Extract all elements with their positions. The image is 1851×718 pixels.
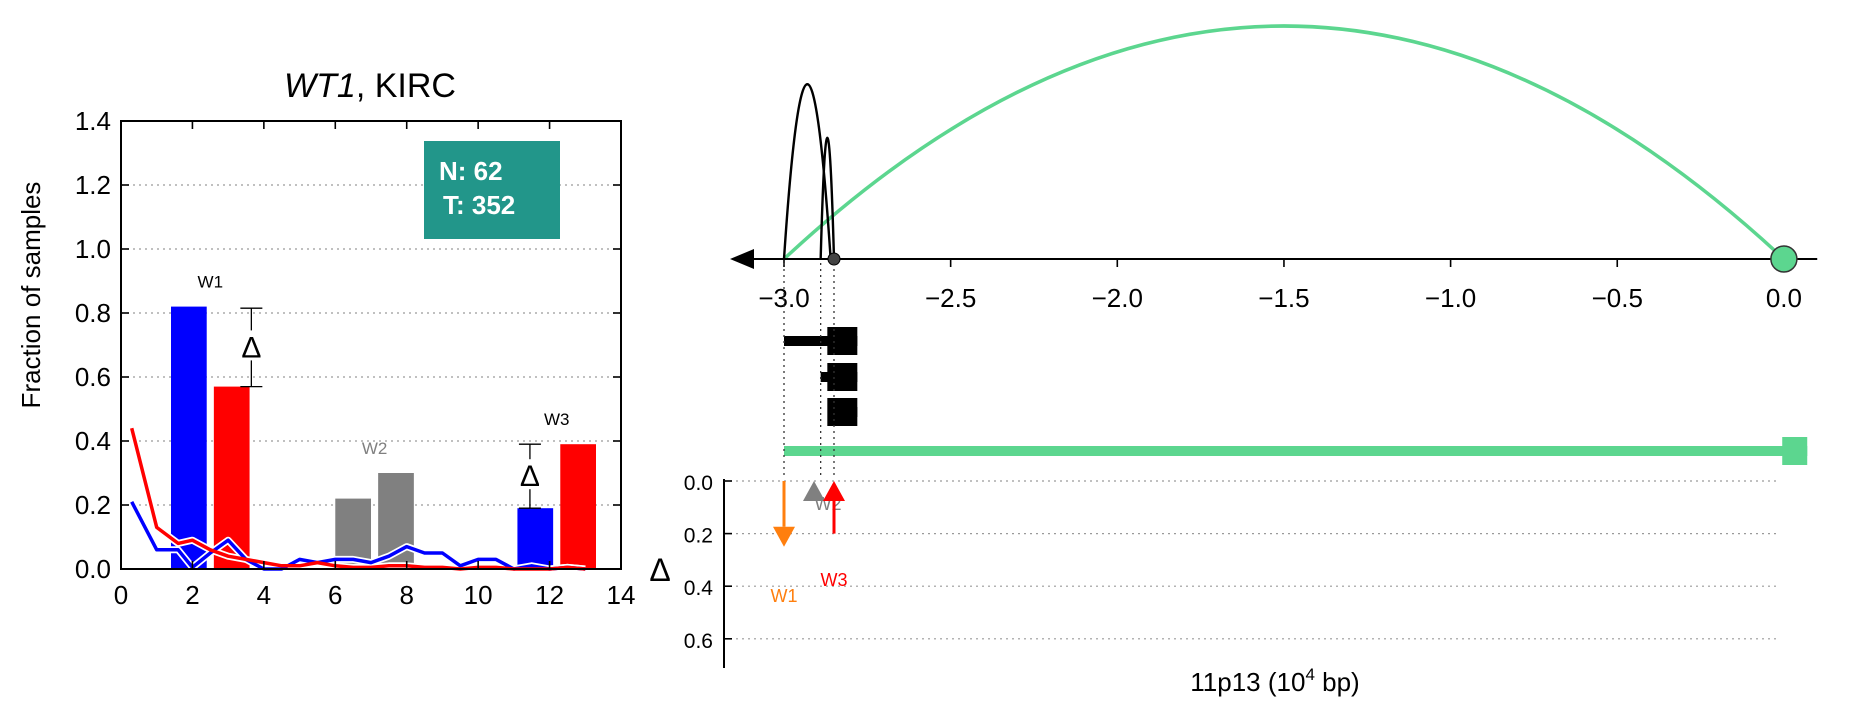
x-tick-label: 2 [185,580,199,610]
interaction-arcs [782,24,1786,261]
genomic-axis: −3.0 −2.5 −2.0 −1.5 −1.0 −0.5 0.0 [730,245,1818,313]
x-axis-label-tail: bp) [1315,667,1360,697]
y-tick-label: 0.2 [75,490,111,520]
x-tick-label: 6 [328,580,342,610]
bar-chart-panel: WT1, KIRC Fraction of samples W1 W2 W3 Δ Δ 0… [16,67,635,610]
x-axis-label-main: 11p13 (10 [1190,667,1305,697]
delta-symbol: Δ [241,331,261,364]
x-tick-label: 0 [114,580,128,610]
delta-arrow-label: W1 [771,586,798,606]
window-label: W2 [362,439,388,458]
y-tick-label: 0.4 [75,426,111,456]
guide-lines [783,263,835,479]
x-tick-label: 10 [464,580,493,610]
tumor-count: T: 352 [443,190,515,220]
delta-tick-label: 0.6 [684,630,713,653]
wt1-transcript [784,446,1808,456]
bar [171,306,207,569]
y-tick-label: 0.0 [75,554,111,584]
left-annotations: W1 W2 W3 Δ Δ [198,272,570,509]
genomic-tick-label: −1.5 [1258,283,1309,313]
x-tick-label: 14 [607,580,636,610]
delta-arrow-head [773,526,795,547]
y-tick-label: 1.0 [75,234,111,264]
axis-arrow-icon [730,249,755,269]
window-label: W3 [544,410,570,429]
delta-arrow-head [802,481,825,501]
bar [517,508,554,569]
locus-panel: −3.0 −2.5 −2.0 −1.5 −1.0 −0.5 0.0 0.00.20.40.6… [649,24,1818,697]
x-axis-label: 11p13 (104 bp) [1190,665,1359,697]
counts-box-background [424,141,560,239]
transcript-exon [827,363,858,391]
genomic-tick-label: −0.5 [1592,283,1643,313]
title-cancer: , KIRC [356,67,456,105]
chart-title: WT1, KIRC [284,67,456,105]
delta-arrow-head [822,481,845,501]
interaction-arc [782,24,1786,261]
delta-symbol: Δ [520,460,540,493]
delta-arrow-label: W3 [820,570,847,590]
transcripts [784,327,1808,465]
transcript-exon [827,398,858,426]
bar [213,386,250,569]
genomic-tick-label: 0.0 [1766,283,1802,313]
interaction-arc [819,136,836,260]
x-tick-label: 4 [257,580,271,610]
x-tick-label: 8 [399,580,413,610]
x-axis-label-exponent: 4 [1305,665,1314,684]
x-tick-label: 12 [535,580,564,610]
left-ticks: 0.0 0.2 0.4 0.6 0.8 1.0 1.2 1.4 0 2 4 6 8 10 12 14 [75,106,636,610]
delta-tick-label: 0.2 [684,525,713,548]
delta-axis-label: Δ [649,552,670,588]
y-axis-label: Fraction of samples [16,182,46,409]
y-tick-label: 0.6 [75,362,111,392]
y-tick-label: 1.4 [75,106,111,136]
y-tick-label: 1.2 [75,170,111,200]
counts-box: N: 62 T: 352 [424,141,560,239]
genomic-tick-label: −2.0 [1092,283,1143,313]
delta-tick-label: 0.4 [684,577,714,600]
title-gene: WT1 [284,67,356,105]
normal-count: N: 62 [439,156,503,186]
plot-frame [120,120,622,570]
y-tick-label: 0.8 [75,298,111,328]
wt1-transcript-exon [1782,437,1808,465]
bar [560,444,596,569]
genomic-tick-label: −1.0 [1425,283,1476,313]
left-bars [171,306,596,569]
delta-symbol-bg [239,330,264,361]
delta-tick-label: 0.0 [684,472,713,495]
delta-symbol-bg [517,459,542,490]
window-label: W1 [198,272,224,291]
tss-marker [1770,245,1798,273]
genomic-tick-label: −2.5 [925,283,976,313]
transcript-exon [827,327,858,355]
